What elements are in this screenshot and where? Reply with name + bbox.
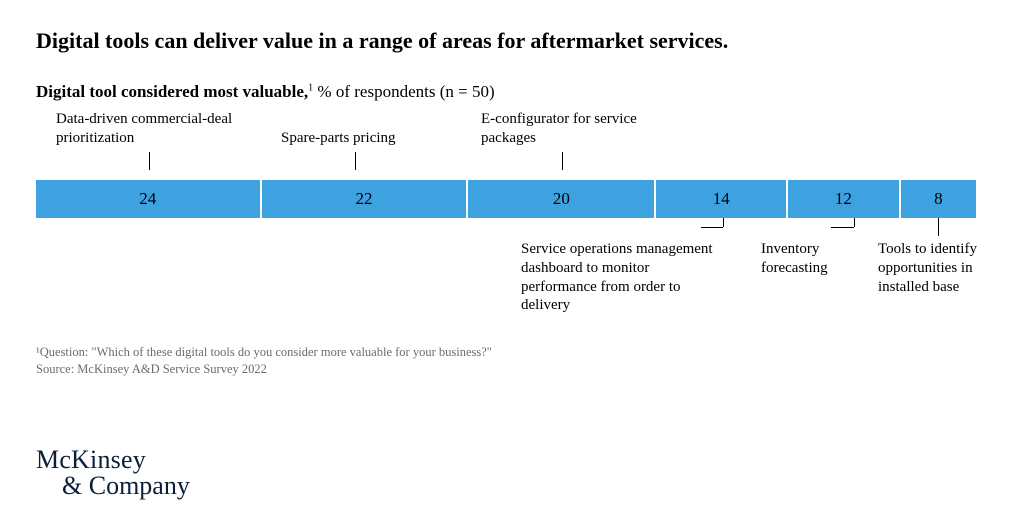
bar-value-2: 20 [553, 189, 570, 209]
bar-segment-0: 24 [36, 180, 262, 218]
footnote: ¹Question: "Which of these digital tools… [36, 344, 988, 378]
labels-top: Data-driven commercial-deal prioritizati… [36, 110, 976, 180]
bar-segment-4: 12 [788, 180, 901, 218]
segment-label-0: Data-driven commercial-deal prioritizati… [56, 110, 256, 148]
chart-title: Digital tools can deliver value in a ran… [36, 28, 988, 54]
stacked-bar: 24 22 20 14 12 8 [36, 180, 976, 218]
segment-label-5-text: Tools to identify opportunities in insta… [878, 241, 977, 295]
segment-label-4: Inventory forecasting [761, 240, 861, 278]
bar-value-1: 22 [355, 189, 372, 209]
bar-segment-3: 14 [656, 180, 788, 218]
subtitle-bold: Digital tool considered most valuable, [36, 82, 308, 101]
subtitle-plain: % of respondents (n = 50) [313, 82, 494, 101]
segment-label-1: Spare-parts pricing [281, 129, 441, 148]
mckinsey-logo: McKinsey & Company [36, 445, 190, 501]
segment-label-3: Service operations management dashboard … [521, 240, 721, 315]
chart-subtitle: Digital tool considered most valuable,1 … [36, 82, 988, 102]
footnote-line1: ¹Question: "Which of these digital tools… [36, 344, 988, 361]
bar-value-0: 24 [139, 189, 156, 209]
segment-label-3-text: Service operations management dashboard … [521, 241, 713, 313]
bar-segment-2: 20 [468, 180, 656, 218]
segment-label-2-text: E-configurator for service packages [481, 111, 637, 146]
segment-label-0-text: Data-driven commercial-deal prioritizati… [56, 111, 232, 146]
bar-segment-5: 8 [901, 180, 976, 218]
bar-segment-1: 22 [262, 180, 469, 218]
bar-value-4: 12 [835, 189, 852, 209]
footnote-line2: Source: McKinsey A&D Service Survey 2022 [36, 361, 988, 378]
bar-value-5: 8 [934, 189, 943, 209]
segment-label-1-text: Spare-parts pricing [281, 130, 396, 146]
labels-bot: Service operations management dashboard … [36, 218, 976, 338]
logo-line2: & Company [62, 471, 190, 501]
segment-label-5: Tools to identify opportunities in insta… [878, 240, 998, 296]
chart: Data-driven commercial-deal prioritizati… [36, 110, 976, 338]
bar-value-3: 14 [713, 189, 730, 209]
segment-label-4-text: Inventory forecasting [761, 241, 828, 276]
segment-label-2: E-configurator for service packages [481, 110, 651, 148]
